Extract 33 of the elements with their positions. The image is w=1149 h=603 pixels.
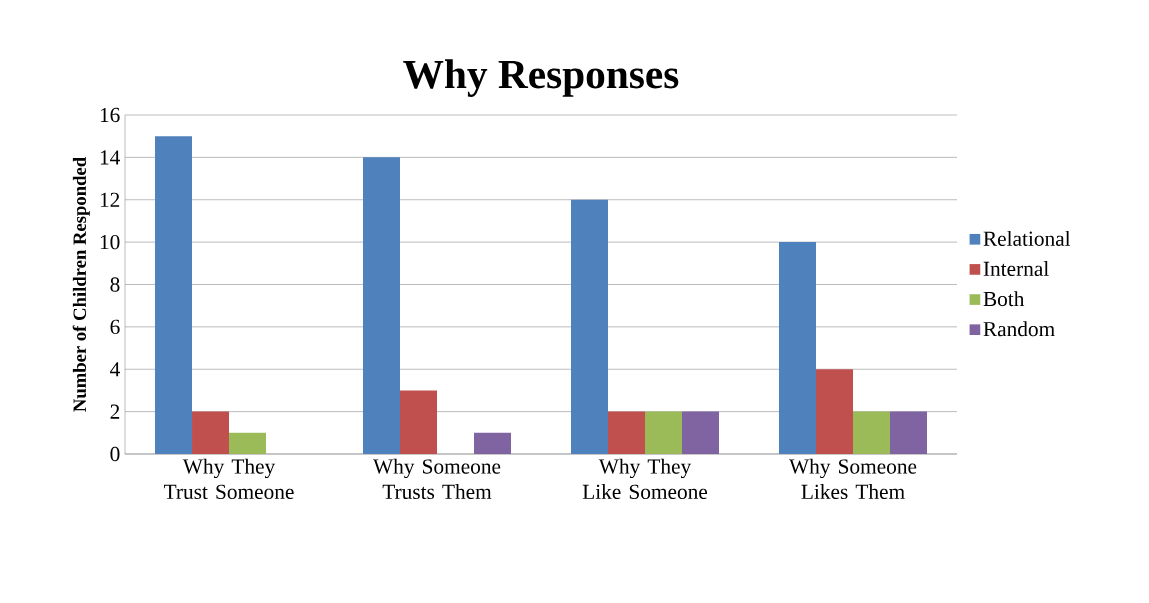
y-tick-label: 16	[100, 107, 120, 123]
bar	[890, 411, 927, 454]
bar	[474, 432, 512, 454]
bar	[229, 432, 267, 454]
bar	[853, 411, 891, 454]
bar	[363, 157, 401, 454]
bar	[682, 411, 720, 454]
bar	[400, 390, 438, 454]
bar	[779, 242, 816, 454]
legend-label: Internal	[983, 261, 1049, 277]
x-tick-label: Why Someone Trusts Them	[373, 458, 501, 500]
legend-label: Both	[983, 291, 1025, 307]
legend-label: Relational	[983, 230, 1071, 246]
y-tick-label: 14	[100, 150, 120, 165]
bar	[192, 411, 230, 454]
bar	[645, 411, 682, 454]
y-tick-label: 4	[110, 362, 120, 377]
bar	[155, 136, 193, 454]
y-tick-label: 6	[110, 319, 120, 335]
x-tick-label: Why Someone Likes Them	[789, 458, 917, 500]
legend-label: Random	[983, 321, 1055, 337]
y-tick-label: 8	[110, 277, 120, 292]
y-tick-label: 10	[100, 234, 120, 250]
bar	[608, 411, 646, 454]
x-tick-label: Why They Like Someone	[582, 458, 708, 500]
bar	[571, 199, 609, 454]
bar	[816, 369, 853, 454]
y-tick-label: 2	[110, 404, 120, 419]
y-tick-label: 0	[110, 446, 120, 462]
chart-title: Why Responses	[403, 59, 679, 97]
x-tick-label: Why They Trust Someone	[163, 458, 294, 500]
y-tick-label: 12	[100, 192, 120, 207]
y-axis-title: Number of Children Responded	[72, 157, 90, 412]
